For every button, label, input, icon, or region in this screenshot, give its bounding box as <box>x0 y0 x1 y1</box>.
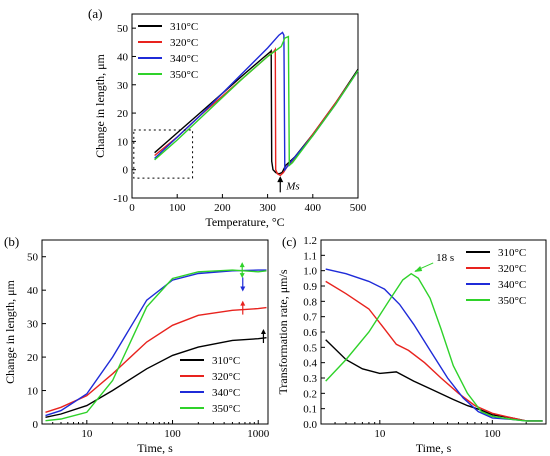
ms-label: Ms <box>285 181 299 193</box>
y-tick-label: 50 <box>117 23 129 35</box>
peak-arrowhead <box>414 265 423 272</box>
panel-a: 0 100 200 300 400 500-1001020304050Temperatur… <box>88 6 367 229</box>
series-line-320 <box>325 280 543 422</box>
x-tick-label: 0 <box>129 202 135 214</box>
marker-arrowhead-down <box>239 273 245 279</box>
legend-label: 340°C <box>212 387 240 399</box>
panel-label: (a) <box>88 6 102 21</box>
y-tick-label: 50 <box>27 252 39 264</box>
x-tick-label: 1000 <box>247 428 270 440</box>
series-line-350 <box>154 35 359 167</box>
panel-label: (b) <box>4 234 19 249</box>
panel-b: 10 100 1000 0 10 20 30 40 50 Time, s Change in len… <box>3 234 270 455</box>
panel-label: (c) <box>282 234 296 249</box>
legend-label: 340°C <box>498 279 526 291</box>
x-tick-label: 200 <box>214 202 231 214</box>
legend-label: 350°C <box>170 69 198 81</box>
legend-label: 350°C <box>498 295 526 307</box>
legend-label: 340°C <box>170 53 198 65</box>
y-tick-label: 10 <box>117 136 129 148</box>
legend: 310°C 320°C 340°C 350°C <box>180 355 240 415</box>
x-tick-label: 10 <box>81 428 93 440</box>
y-tick-label: 0.2 <box>303 388 317 400</box>
y-tick-label: 0 <box>33 419 39 431</box>
legend-label: 310°C <box>498 247 526 259</box>
legend: 310°C 320°C 340°C 350°C <box>466 247 526 307</box>
y-tick-label: 40 <box>27 285 39 297</box>
y-tick-label: 0.8 <box>303 296 317 308</box>
y-tick-label: 1.2 <box>303 235 317 247</box>
plot-frame <box>131 13 359 199</box>
x-axis-label: Time, s <box>137 441 173 455</box>
marker-arrowhead-up <box>239 262 245 268</box>
x-axis-label: Time, s <box>416 441 452 455</box>
legend-label: 310°C <box>170 21 198 33</box>
legend-label: 320°C <box>212 371 240 383</box>
legend-label: 310°C <box>212 355 240 367</box>
y-tick-label: 40 <box>117 51 129 63</box>
series-line-350 <box>325 272 543 422</box>
panel-c: 10 100 0.0 0.1 0.2 0.3 0.4 0.5 0.6 0.7 0.8 0.9 1.0 1.… <box>276 234 547 455</box>
y-tick-label: 0.5 <box>303 342 317 354</box>
y-tick-label: 1.0 <box>303 266 317 278</box>
marker-arrowhead-up <box>260 329 266 335</box>
ms-arrow-head <box>277 176 284 183</box>
inset-box <box>133 129 194 179</box>
y-axis-label: Change in length, μm <box>93 53 107 157</box>
y-axis-label: Change in length, μm <box>3 279 17 383</box>
y-tick-label: 0.6 <box>303 327 317 339</box>
y-tick-label: -10 <box>113 193 128 205</box>
y-tick-label: 0.3 <box>303 373 317 385</box>
x-axis-label: Temperature, °C <box>205 215 284 229</box>
series-line-310 <box>45 337 267 418</box>
y-tick-label: 0 <box>123 165 129 177</box>
peak-label: 18 s <box>436 252 454 264</box>
x-tick-label: 10 <box>374 428 386 440</box>
y-tick-label: 30 <box>117 80 129 92</box>
x-tick-label: 100 <box>484 428 501 440</box>
legend-label: 320°C <box>498 263 526 275</box>
legend-label: 320°C <box>170 37 198 49</box>
x-tick-label: 300 <box>259 202 276 214</box>
legend: 310°C 320°C 340°C 350°C <box>138 21 198 81</box>
y-tick-label: 0.1 <box>303 404 317 416</box>
series-line-310 <box>325 339 543 422</box>
x-tick-label: 400 <box>305 202 322 214</box>
y-tick-label: 0.7 <box>303 312 317 324</box>
y-tick-label: 0.4 <box>303 358 317 370</box>
x-tick-label: 100 <box>169 202 186 214</box>
y-tick-label: 30 <box>27 319 39 331</box>
series-line-350 <box>45 269 267 422</box>
y-tick-label: 10 <box>27 386 39 398</box>
x-tick-label: 100 <box>164 428 181 440</box>
y-tick-label: 0.0 <box>303 419 317 431</box>
marker-arrowhead-up <box>240 300 246 306</box>
y-axis-label: Transformation rate, μm/s <box>276 269 290 394</box>
x-tick-label: 500 <box>350 202 367 214</box>
y-tick-label: 0.9 <box>303 281 317 293</box>
y-tick-label: 20 <box>27 352 39 364</box>
y-tick-label: 1.1 <box>303 250 317 262</box>
y-tick-label: 20 <box>117 108 129 120</box>
marker-arrowhead-down <box>240 286 246 292</box>
legend-label: 350°C <box>212 403 240 415</box>
plot-frame <box>41 239 269 425</box>
